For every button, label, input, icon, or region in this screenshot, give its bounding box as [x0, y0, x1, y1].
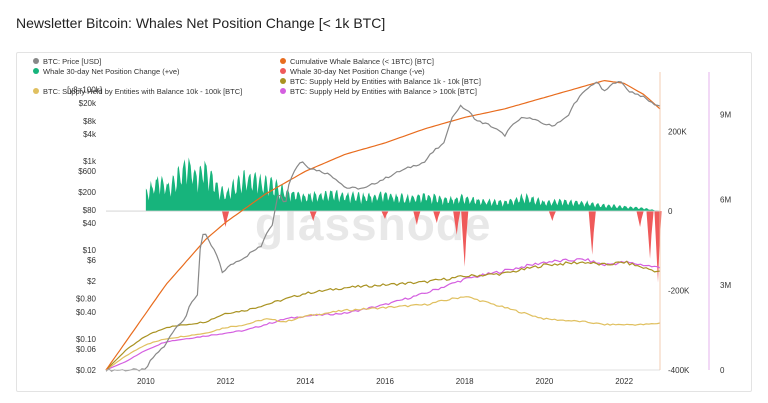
legend-marker [280, 78, 286, 84]
legend-label: BTC: Supply Held by Entities with Balanc… [290, 77, 481, 86]
x-tick-label: 2016 [376, 377, 394, 386]
negative-spike [548, 211, 556, 221]
x-tick-label: 2012 [217, 377, 235, 386]
negative-spike [413, 211, 421, 225]
y-left-tick-label: $10 [83, 246, 97, 255]
legend-label: Whale 30-day Net Position Change (+ve) [43, 67, 180, 76]
negative-spike [461, 211, 469, 267]
y-left-tick-label: $8k [83, 117, 97, 126]
y-left-tick-label: $80 [83, 206, 97, 215]
legend-label: BTC: Price [USD] [43, 57, 101, 66]
legend-label: BTC: Supply Held by Entities with Balanc… [43, 87, 242, 96]
x-tick-label: 2014 [296, 377, 314, 386]
chart-card [16, 52, 752, 392]
y-left-tick-label: $0.02 [76, 366, 97, 375]
legend-label: Whale 30-day Net Position Change (-ve) [290, 67, 425, 76]
y-left-tick-label: $4k [83, 130, 97, 139]
page-title: Newsletter Bitcoin: Whales Net Position … [16, 15, 386, 31]
negative-spike [453, 211, 461, 235]
y-right1-tick-label: 0 [668, 207, 673, 216]
y-left-tick-label: $2 [87, 277, 96, 286]
x-tick-label: 2010 [137, 377, 155, 386]
y-right2-tick-label: 0 [720, 366, 725, 375]
y-left-tick-label: $600 [78, 167, 96, 176]
negative-spike [588, 211, 596, 255]
y-left-tick-label: $0.10 [76, 335, 97, 344]
legend-marker [280, 58, 286, 64]
y-right1-tick-label: -400K [668, 366, 690, 375]
y-left-tick-label: $1k [83, 157, 97, 166]
series-line [105, 80, 661, 372]
legend-marker [33, 58, 39, 64]
y-left-tick-label: $0.80 [76, 295, 97, 304]
negative-spike [221, 211, 230, 227]
series-line [105, 296, 661, 371]
y-left-tick-label: $40 [83, 219, 97, 228]
series-line [105, 79, 661, 371]
legend-label: Cumulative Whale Balance (< 1BTC) [BTC] [290, 57, 434, 66]
y-right2-tick-label: 6M [720, 196, 731, 205]
legend-marker [280, 68, 286, 74]
legend-marker [33, 68, 39, 74]
negative-spike [381, 211, 389, 220]
negative-spike [646, 211, 654, 259]
negative-spike [309, 211, 317, 221]
legend-label: BTC: Supply Held by Entities with Balanc… [290, 87, 477, 96]
series-line [105, 258, 661, 371]
y-left-tick-label: $20k [79, 99, 97, 108]
y-left-tick-label: $0.40 [76, 308, 97, 317]
y-right1-tick-label: 200K [668, 128, 687, 137]
x-tick-label: 2022 [615, 377, 633, 386]
positive-area [145, 157, 661, 212]
y-left-tick-label: $6 [87, 256, 96, 265]
legend-marker [33, 88, 39, 94]
y-right2-tick-label: 3M [720, 281, 731, 290]
y-left-tick-label: $0.06 [76, 345, 97, 354]
y-left-tick-label: $200 [78, 188, 96, 197]
series-line [105, 260, 661, 371]
x-tick-label: 2018 [456, 377, 474, 386]
legend-marker [280, 88, 286, 94]
negative-spike [636, 211, 644, 227]
y-right2-tick-label: 9M [720, 111, 731, 120]
negative-spike [433, 211, 441, 223]
x-tick-label: 2020 [536, 377, 554, 386]
y-right1-tick-label: -200K [668, 287, 690, 296]
y-left-extra-label: [y8=100k] [67, 86, 102, 95]
